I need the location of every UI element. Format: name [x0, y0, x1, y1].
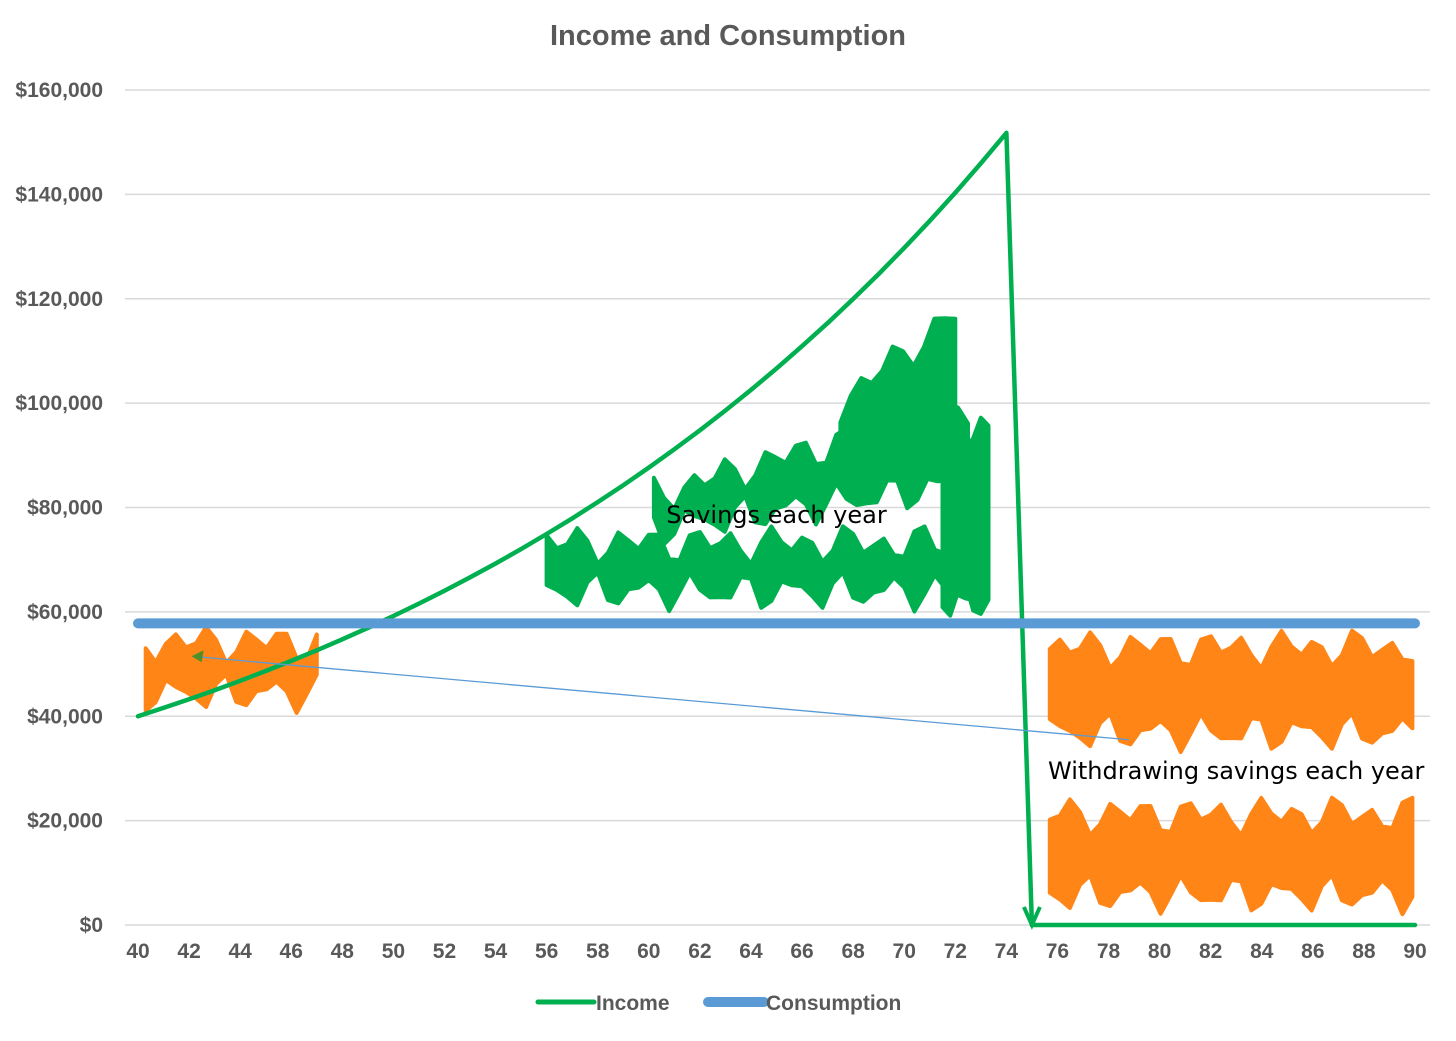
x-tick-label: 86 — [1301, 940, 1324, 963]
x-tick-label: 56 — [535, 940, 558, 963]
withdrawal-highlight-left — [143, 625, 319, 715]
y-tick-label: $0 — [80, 914, 103, 937]
x-tick-label: 80 — [1148, 940, 1171, 963]
x-tick-label: 42 — [177, 940, 200, 963]
legend: Income Consumption — [535, 992, 901, 1015]
y-tick-label: $160,000 — [15, 79, 103, 102]
y-tick-label: $60,000 — [27, 601, 103, 624]
x-tick-label: 82 — [1199, 940, 1222, 963]
highlight-scribbles — [143, 316, 1415, 917]
x-tick-label: 90 — [1403, 940, 1426, 963]
withdrawal-highlight-lower — [1047, 795, 1415, 917]
chart-title: Income and Consumption — [549, 20, 907, 52]
series-lines — [133, 130, 1420, 930]
axis-ticks: $0 $20,000 $40,000 $60,000 $80,000 $100,000 $1… — [15, 79, 1426, 963]
x-tick-label: 44 — [228, 940, 252, 963]
annotation-label: Savings each year — [666, 501, 887, 529]
annotation-label: Withdrawing savings each year — [1048, 757, 1425, 785]
x-tick-label: 40 — [126, 940, 149, 963]
x-tick-label: 60 — [637, 940, 660, 963]
y-tick-label: $120,000 — [15, 288, 103, 311]
x-tick-label: 66 — [790, 940, 813, 963]
savings-highlight-right — [940, 411, 991, 618]
y-tick-label: $20,000 — [27, 810, 103, 833]
legend-label: Consumption — [766, 992, 901, 1015]
x-tick-label: 64 — [739, 940, 763, 963]
annotation-arrow — [191, 655, 1130, 741]
x-tick-label: 74 — [995, 940, 1019, 963]
x-tick-label: 52 — [433, 940, 456, 963]
legend-label: Income — [596, 992, 670, 1015]
annotations: Savings each year Withdrawing savings eac… — [191, 501, 1425, 785]
x-tick-label: 46 — [280, 940, 303, 963]
x-tick-label: 48 — [331, 940, 355, 963]
savings-highlight-lower — [544, 524, 978, 614]
annotation-arrowhead — [191, 650, 204, 663]
x-tick-label: 62 — [688, 940, 711, 963]
x-tick-label: 76 — [1046, 940, 1069, 963]
series-line-income — [135, 130, 1418, 928]
x-tick-label: 78 — [1097, 940, 1121, 963]
x-tick-label: 70 — [893, 940, 916, 963]
income-arrowhead — [1022, 906, 1042, 930]
y-tick-label: $100,000 — [15, 392, 103, 415]
y-tick-label: $140,000 — [15, 183, 103, 206]
savings-highlight-peak — [838, 316, 958, 482]
x-tick-label: 72 — [944, 940, 967, 963]
x-tick-label: 84 — [1250, 940, 1274, 963]
y-tick-label: $80,000 — [27, 497, 103, 520]
x-tick-label: 58 — [586, 940, 610, 963]
y-tick-label: $40,000 — [27, 705, 103, 728]
gridlines — [125, 89, 1430, 926]
withdrawal-highlight-upper — [1047, 628, 1415, 754]
x-tick-label: 68 — [841, 940, 865, 963]
x-tick-label: 54 — [484, 940, 508, 963]
x-tick-label: 88 — [1352, 940, 1376, 963]
x-tick-label: 50 — [382, 940, 405, 963]
